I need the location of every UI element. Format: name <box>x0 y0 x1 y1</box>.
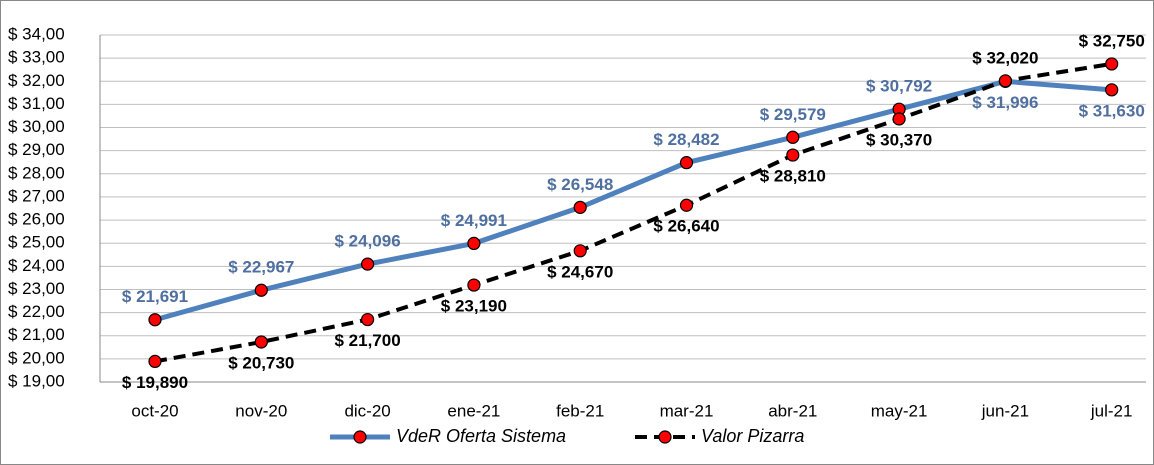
value-label: $ 29,579 <box>760 105 826 124</box>
marker <box>1105 57 1119 71</box>
value-label: $ 20,730 <box>228 353 294 372</box>
legend-label: VdeR Oferta Sistema <box>396 426 566 446</box>
y-tick-label: $ 27,00 <box>8 186 65 205</box>
marker <box>998 74 1013 88</box>
marker <box>573 200 587 214</box>
marker <box>786 148 800 162</box>
value-label: $ 32,020 <box>972 48 1038 67</box>
x-tick-label: jun-21 <box>981 401 1029 420</box>
y-tick-label: $ 23,00 <box>8 279 65 298</box>
y-tick-label: $ 24,00 <box>8 256 65 275</box>
x-tick-label: ene-21 <box>447 401 500 420</box>
value-label: $ 30,370 <box>866 130 932 149</box>
x-tick-label: mar-21 <box>660 401 714 420</box>
legend-label: Valor Pizarra <box>701 426 804 446</box>
y-tick-label: $ 29,00 <box>8 140 65 159</box>
y-tick-label: $ 19,00 <box>8 371 65 390</box>
series-line <box>154 61 1113 364</box>
marker <box>361 257 375 271</box>
marker <box>1105 83 1119 97</box>
y-tick-label: $ 26,00 <box>8 210 65 229</box>
value-label: $ 28,810 <box>760 167 826 186</box>
y-tick-label: $ 20,00 <box>8 348 65 367</box>
value-label: $ 24,670 <box>547 262 613 281</box>
y-tick-label: $ 28,00 <box>8 163 65 182</box>
value-label: $ 32,750 <box>1079 31 1145 50</box>
value-label: $ 31,996 <box>972 93 1038 112</box>
marker <box>254 335 268 349</box>
y-tick-label: $ 21,00 <box>8 325 65 344</box>
value-label: $ 21,700 <box>335 331 401 350</box>
y-tick-label: $ 34,00 <box>8 24 65 43</box>
value-label: $ 21,691 <box>122 287 188 306</box>
value-label: $ 30,792 <box>866 77 932 96</box>
x-tick-label: may-21 <box>871 401 928 420</box>
y-tick-label: $ 30,00 <box>8 117 65 136</box>
marker <box>679 156 694 170</box>
x-tick-label: dic-20 <box>344 401 390 420</box>
value-label: $ 26,640 <box>653 217 719 236</box>
x-tick-label: abr-21 <box>768 401 817 420</box>
marker <box>573 244 587 258</box>
value-label: $ 22,967 <box>228 258 294 277</box>
series-line <box>154 78 1112 323</box>
marker <box>148 354 162 369</box>
marker <box>148 313 162 327</box>
marker <box>467 236 481 251</box>
marker <box>892 112 906 126</box>
marker <box>467 278 481 292</box>
value-label: $ 26,548 <box>547 175 613 194</box>
marker <box>361 312 375 327</box>
y-tick-label: $ 32,00 <box>8 71 65 90</box>
y-tick-label: $ 25,00 <box>8 233 65 252</box>
y-tick-label: $ 33,00 <box>8 48 65 67</box>
value-label: $ 28,482 <box>653 130 719 149</box>
legend-marker <box>658 430 672 444</box>
value-label: $ 31,630 <box>1079 101 1145 120</box>
y-tick-label: $ 22,00 <box>8 302 65 321</box>
x-tick-label: nov-20 <box>235 401 287 420</box>
x-tick-label: oct-20 <box>131 401 178 420</box>
value-label: $ 24,991 <box>441 211 507 230</box>
marker <box>786 130 800 144</box>
legend-marker <box>353 430 367 444</box>
value-label: $ 19,890 <box>122 373 188 392</box>
y-tick-label: $ 31,00 <box>8 94 65 113</box>
marker <box>679 198 694 212</box>
value-label: $ 23,190 <box>441 297 507 316</box>
marker <box>254 283 268 297</box>
value-label: $ 24,096 <box>335 232 401 251</box>
x-tick-label: jul-21 <box>1090 401 1133 420</box>
x-tick-label: feb-21 <box>556 401 604 420</box>
